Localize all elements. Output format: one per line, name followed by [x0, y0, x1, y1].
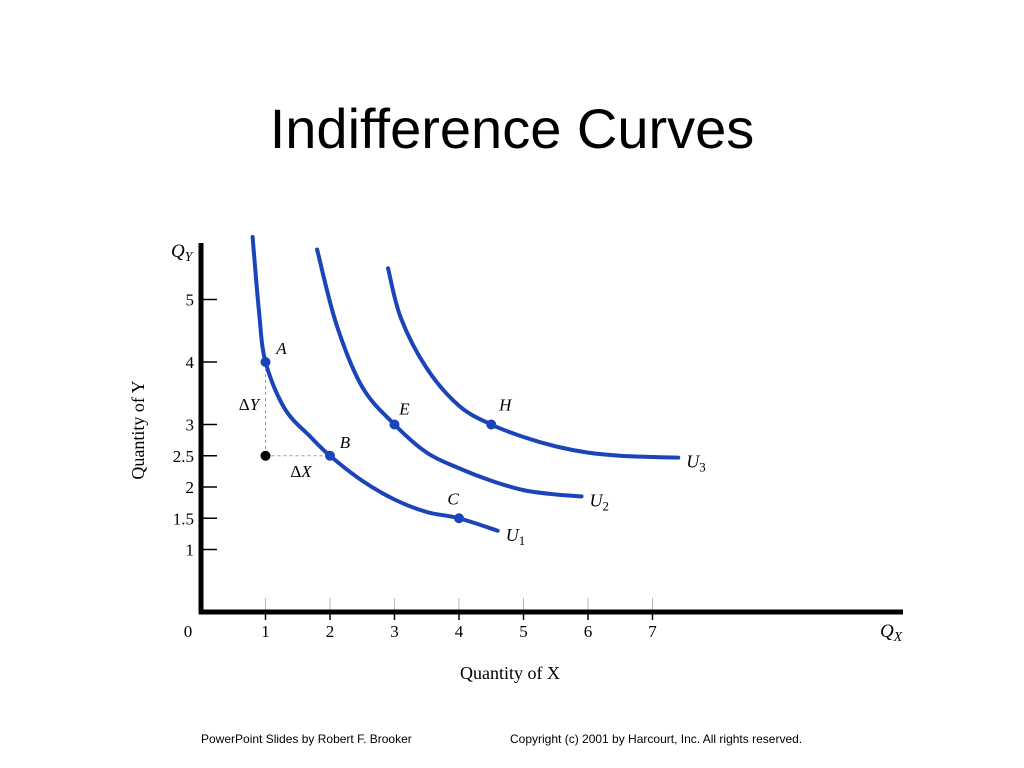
curve-U1	[250, 235, 500, 533]
y-axis-title: Quantity of Y	[128, 380, 148, 479]
x-tick-label-4: 4	[455, 622, 464, 641]
point-B	[325, 450, 335, 461]
y-tick-label-2: 2	[186, 478, 195, 497]
y-axis-symbol: QY	[171, 241, 194, 264]
black-point	[260, 450, 271, 461]
curve-U2	[315, 247, 584, 499]
y-tick-label-4: 4	[186, 353, 195, 372]
delta-y-label: ΔY	[239, 395, 261, 414]
delta-x-label: ΔX	[290, 462, 312, 481]
point-E	[389, 419, 400, 430]
y-tick-label-3: 3	[186, 416, 195, 435]
slide-title: Indifference Curves	[269, 97, 755, 160]
x-tick-label-1: 1	[261, 622, 270, 641]
y-tick-label-1: 1	[186, 541, 195, 560]
footer-credit: PowerPoint Slides by Robert F. Brooker	[201, 732, 412, 746]
x-axis-title: Quantity of X	[460, 663, 560, 683]
x-axis-symbol: QX	[880, 621, 903, 644]
x-tick-label-3: 3	[390, 622, 399, 641]
x-tick-label-7: 7	[648, 622, 657, 641]
indifference-curves	[250, 235, 681, 533]
x-tick-label-5: 5	[519, 622, 528, 641]
point-C	[454, 513, 464, 524]
chart-labels: QY QX Quantity of X Quantity of Y U1 A B C U2 E U3…	[128, 241, 903, 683]
axes	[198, 243, 903, 615]
y-tick-label-1.5: 1.5	[173, 509, 194, 528]
curve-label-U3: U3	[686, 452, 705, 475]
point-A	[260, 357, 271, 367]
curve-label-U2: U2	[590, 490, 609, 513]
y-tick-label-5: 5	[186, 291, 195, 310]
curve-points	[260, 357, 497, 524]
x-tick-label-6: 6	[584, 622, 593, 641]
point-label-H: H	[498, 396, 513, 415]
point-label-A: A	[275, 339, 287, 358]
footer-copyright: Copyright (c) 2001 by Harcourt, Inc. All…	[510, 732, 803, 746]
y-tick-label-2.5: 2.5	[173, 447, 194, 466]
ticks: 1 2 3 4 5 6 7 0 1 1.5 2 2.5 3 4 5	[173, 291, 658, 642]
point-label-E: E	[398, 400, 410, 419]
curve-U3	[386, 266, 681, 460]
x-tick-label-2: 2	[326, 622, 335, 641]
point-label-B: B	[340, 433, 351, 452]
point-label-C: C	[447, 489, 459, 508]
point-H	[486, 419, 497, 430]
curve-label-U1: U1	[506, 525, 525, 548]
origin-label: 0	[184, 622, 193, 641]
annotations	[265, 362, 330, 457]
